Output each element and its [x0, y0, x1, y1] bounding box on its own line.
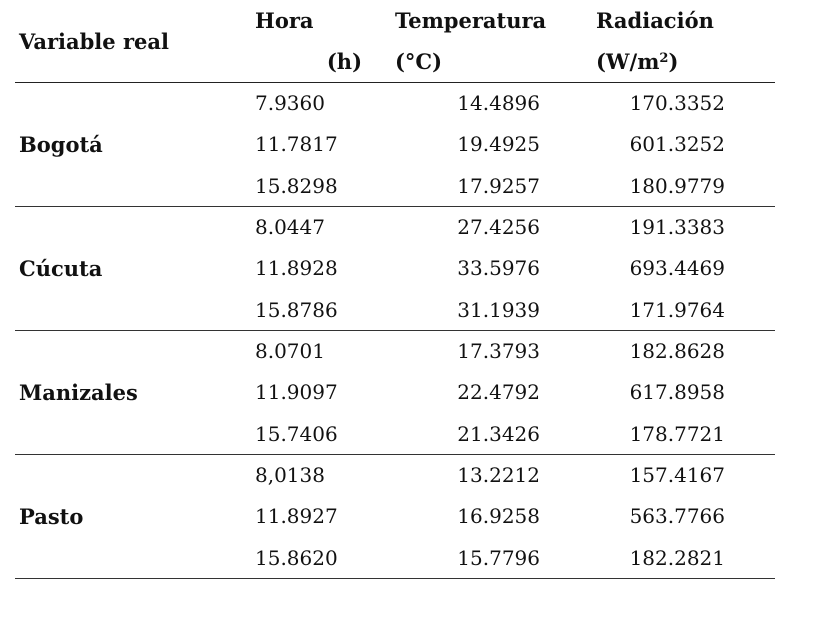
cell-radiacion: 191.3383: [629, 214, 725, 239]
city-cucuta: Cúcuta: [15, 206, 240, 331]
cell-radiacion: 693.4469: [629, 255, 725, 280]
cell-temperatura: 17.3793: [457, 338, 540, 363]
cell-temperatura: 33.5976: [457, 255, 540, 280]
cell-hora: 7.9360: [255, 90, 325, 115]
cell-temperatura: 21.3426: [388, 413, 578, 455]
cell-radiacion: 182.8628: [629, 338, 725, 363]
cell-temperatura: 13.2212: [457, 462, 540, 487]
cell-radiacion: 617.8958: [629, 379, 725, 404]
results-table: Variable real Hora Temperatura Radiación…: [15, 0, 775, 579]
table-row: 15.8298 17.9257 180.9779: [15, 165, 775, 207]
cell-hora: 11.8927: [255, 503, 338, 528]
table-row: 11.9097 22.4792 617.8958: [15, 370, 775, 413]
cell-temperatura: 15.7796: [388, 537, 578, 579]
cell-hora: 11.9097: [255, 379, 338, 404]
cell-temperatura: 31.1939: [388, 289, 578, 331]
city-bogota: Bogotá: [15, 82, 240, 207]
city-manizales: Manizales: [15, 330, 240, 455]
rad-unit-close: ): [668, 48, 679, 74]
city-pasto: Pasto: [15, 454, 240, 579]
table-row: Pasto 8,0138 13.2212 157.4167: [15, 454, 775, 579]
header-hora: Hora: [255, 7, 314, 33]
table-row: Manizales 8.0701 17.3793 182.8628: [15, 330, 775, 455]
cell-radiacion: 157.4167: [629, 462, 725, 487]
table-row: 11.8928 33.5976 693.4469: [15, 246, 775, 289]
header-temperatura-unit: (°C): [388, 40, 578, 83]
table-body: Bogotá 7.9360 14.4896 170.3352 11.7817 1…: [15, 82, 775, 579]
table-header: Variable real Hora Temperatura Radiación…: [15, 0, 775, 83]
cell-hora: 8.0447: [255, 214, 325, 239]
cell-hora: 8.0701: [255, 338, 325, 363]
cell-temperatura: 19.4925: [457, 131, 540, 156]
cell-hora: 15.8786: [240, 289, 388, 331]
results-table-container: Variable real Hora Temperatura Radiación…: [15, 0, 775, 579]
header-variable-real: Variable real: [15, 0, 240, 83]
cell-radiacion: 563.7766: [629, 503, 725, 528]
cell-hora: 8,0138: [255, 462, 325, 487]
table-row: 15.7406 21.3426 178.7721: [15, 413, 775, 455]
cell-radiacion: 601.3252: [629, 131, 725, 156]
cell-radiacion: 170.3352: [629, 90, 725, 115]
rad-unit-superscript: 2: [659, 50, 669, 66]
cell-hora: 15.8298: [240, 165, 388, 207]
table-row: 15.8620 15.7796 182.2821: [15, 537, 775, 579]
cell-temperatura: 17.9257: [388, 165, 578, 207]
cell-hora: 11.7817: [255, 131, 338, 156]
table-row: Bogotá 7.9360 14.4896 170.3352: [15, 82, 775, 207]
rad-unit-base: (W/m: [596, 48, 660, 74]
table-row: 11.7817 19.4925 601.3252: [15, 122, 775, 165]
header-radiacion-unit: (W/m2): [578, 40, 775, 83]
cell-radiacion: 178.7721: [578, 413, 775, 455]
header-hora-unit: (h): [240, 40, 388, 83]
cell-temperatura: 27.4256: [457, 214, 540, 239]
cell-hora: 15.8620: [240, 537, 388, 579]
cell-temperatura: 16.9258: [457, 503, 540, 528]
header-temperatura: Temperatura: [395, 7, 547, 33]
header-radiacion: Radiación: [596, 7, 714, 33]
cell-hora: 15.7406: [240, 413, 388, 455]
cell-radiacion: 180.9779: [578, 165, 775, 207]
table-row: 11.8927 16.9258 563.7766: [15, 494, 775, 537]
cell-temperatura: 14.4896: [457, 90, 540, 115]
table-row: 15.8786 31.1939 171.9764: [15, 289, 775, 331]
cell-temperatura: 22.4792: [457, 379, 540, 404]
cell-radiacion: 182.2821: [578, 537, 775, 579]
table-row: Cúcuta 8.0447 27.4256 191.3383: [15, 206, 775, 331]
cell-hora: 11.8928: [255, 255, 338, 280]
cell-radiacion: 171.9764: [578, 289, 775, 331]
